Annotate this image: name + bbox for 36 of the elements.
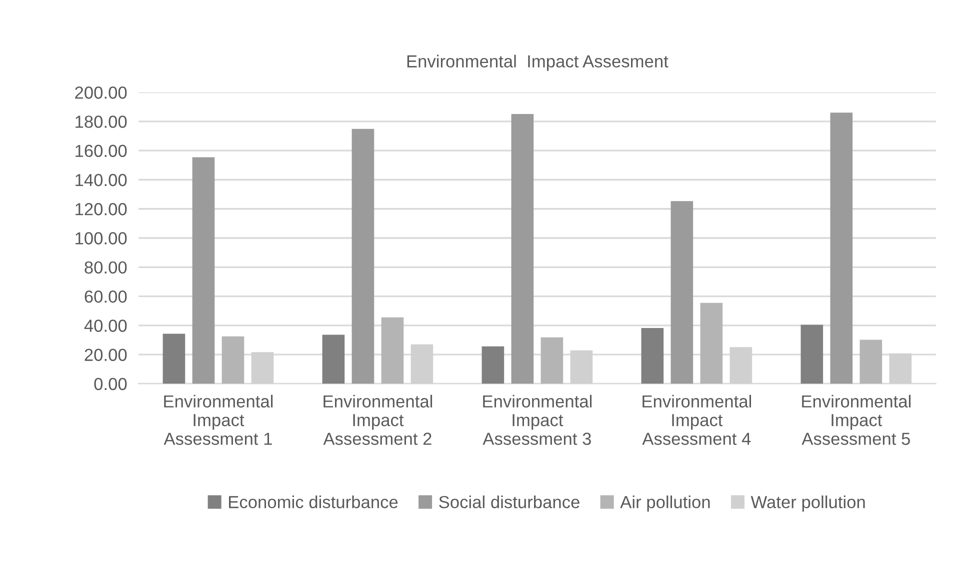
legend-label: Water pollution: [750, 495, 865, 512]
y-tick-label: 60.00: [84, 290, 127, 303]
bar: [222, 336, 244, 384]
bar: [192, 157, 215, 384]
legend-label: Air pollution: [620, 495, 710, 512]
bar: [830, 112, 853, 384]
legend-label: Social disturbance: [439, 495, 580, 508]
y-tick-label: 200.00: [75, 86, 127, 99]
y-tick-label: 20.00: [84, 348, 127, 362]
y-tick-label: 0.00: [94, 378, 127, 390]
bar: [381, 317, 404, 384]
y-tick-label: 40.00: [84, 320, 127, 332]
bar: [162, 334, 186, 384]
x-tick-label: Environmental Impact Assessment 5: [802, 394, 910, 445]
bar: [800, 324, 824, 384]
x-tick-label: Environmental Impact Assessment 2: [323, 394, 432, 445]
bar: [670, 201, 694, 384]
y-tick-label: 140.00: [76, 174, 127, 186]
bar: [641, 328, 664, 384]
bar: [540, 337, 564, 384]
bar: [322, 334, 345, 384]
y-tick-label: 120.00: [76, 203, 127, 216]
bar: [700, 302, 723, 384]
y-tick-label: 160.00: [76, 144, 127, 158]
bar: [511, 114, 534, 384]
bar: [482, 346, 504, 384]
legend-label: Economic disturbance: [229, 495, 398, 508]
y-tick-label: 180.00: [76, 116, 127, 128]
x-tick-label: Environmental Impact Assessment 3: [482, 394, 592, 445]
bar: [860, 340, 882, 384]
x-tick-label: Environmental Impact Assessment 1: [164, 394, 273, 445]
chart-title: Environmental Impact Assesment: [407, 54, 668, 71]
y-tick-label: 80.00: [84, 261, 127, 274]
bar: [352, 128, 374, 384]
y-tick-label: 100.00: [76, 232, 127, 244]
x-tick-label: Environmental Impact Assessment 4: [642, 394, 751, 445]
